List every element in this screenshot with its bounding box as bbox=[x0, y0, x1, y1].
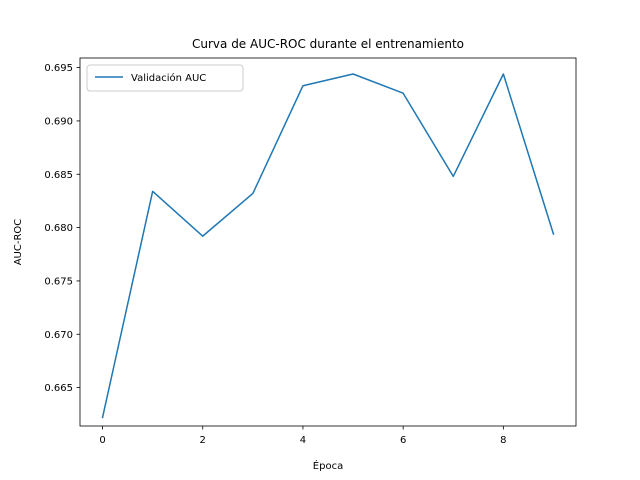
legend-label: Validación AUC bbox=[131, 72, 206, 84]
x-tick-label: 0 bbox=[99, 435, 105, 446]
y-axis-label: AUC-ROC bbox=[13, 219, 24, 266]
y-tick-label: 0.665 bbox=[44, 383, 73, 394]
x-axis-ticks: 0 2 4 6 8 bbox=[99, 426, 507, 446]
plot-frame bbox=[79, 57, 577, 427]
series-line-validacion-auc bbox=[101, 73, 555, 419]
y-tick-label: 0.670 bbox=[44, 330, 73, 341]
y-axis-ticks: 0.665 0.670 0.675 0.680 0.685 0.690 0.695 bbox=[44, 63, 80, 394]
y-tick-label: 0.695 bbox=[44, 63, 73, 74]
x-axis-label: Época bbox=[313, 459, 343, 472]
series-layer bbox=[101, 73, 555, 419]
legend: Validación AUC bbox=[86, 64, 244, 92]
y-tick-label: 0.685 bbox=[44, 170, 73, 181]
y-tick-label: 0.675 bbox=[44, 276, 73, 287]
x-tick-label: 6 bbox=[400, 435, 406, 446]
chart-title: Curva de AUC-ROC durante el entrenamient… bbox=[192, 37, 464, 51]
x-tick-label: 2 bbox=[200, 435, 206, 446]
y-tick-label: 0.680 bbox=[44, 223, 73, 234]
x-tick-label: 4 bbox=[300, 435, 306, 446]
x-tick-label: 8 bbox=[500, 435, 506, 446]
y-tick-label: 0.690 bbox=[44, 116, 73, 127]
legend-box bbox=[86, 64, 244, 92]
